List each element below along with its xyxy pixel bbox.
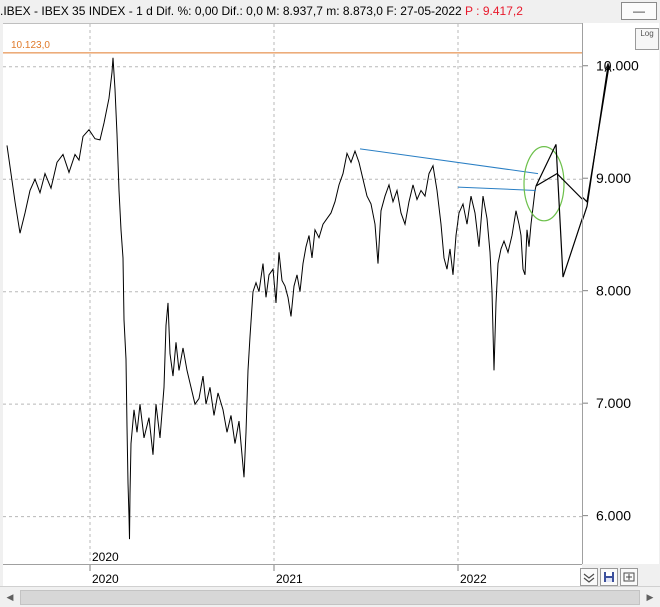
save-icon	[604, 572, 614, 582]
expand-icon	[623, 572, 635, 582]
auto-scale-button[interactable]	[580, 568, 598, 586]
date: F: 27-05-2022	[386, 4, 462, 18]
projection-line-1	[535, 66, 608, 278]
minimize-button[interactable]: —	[621, 2, 657, 20]
max-value: M: 8.937,7	[266, 4, 323, 18]
y-tick-label-7.000: 7.000	[596, 395, 631, 411]
dif: Dif.: 0,0	[221, 4, 263, 18]
symbol: .IBEX	[0, 4, 31, 18]
x-marker-label: 2020	[92, 550, 119, 564]
projection-line-2	[535, 66, 609, 205]
trend-line-2	[457, 186, 537, 191]
x-tick-label-2021: 2021	[276, 572, 303, 586]
y-tick-label-8.000: 8.000	[596, 283, 631, 299]
expand-button[interactable]	[620, 568, 638, 586]
horizontal-scrollbar[interactable]: ◀ ▶	[0, 586, 660, 607]
chevrons-icon	[583, 573, 595, 583]
highlight-circle	[523, 145, 565, 222]
log-scale-button[interactable]: Log	[635, 28, 659, 50]
scroll-right-icon[interactable]: ▶	[646, 592, 654, 602]
save-button[interactable]	[600, 568, 618, 586]
price-chart: 10.123,0 2020	[3, 24, 609, 565]
x-tick-label-2020: 2020	[92, 572, 119, 586]
x-axis-labels: 2020 2021 2022	[89, 565, 487, 586]
projection-arrow-icon	[604, 62, 612, 72]
plot-area[interactable]: 10.123,0 2020	[3, 23, 609, 565]
dif-pct: Dif. %: 0,00	[156, 4, 219, 18]
trend-line-1	[359, 148, 539, 175]
chart-header: .IBEX - IBEX 35 INDEX - 1 d Dif. %: 0,00…	[0, 4, 523, 18]
y-axis-labels: 6.000 7.000 8.000 9.000 10.000	[536, 58, 639, 524]
last-price: P : 9.417,2	[465, 4, 523, 18]
y-tick-label-10.000: 10.000	[596, 58, 639, 74]
period: 1 d	[136, 4, 153, 18]
resistance-label: 10.123,0	[11, 40, 50, 51]
y-axis[interactable]: 6.000 7.000 8.000 9.000 10.000	[536, 23, 659, 564]
y-tick-label-6.000: 6.000	[596, 508, 631, 524]
x-axis[interactable]: 2020 2021 2022	[3, 564, 582, 587]
instrument-name: IBEX 35 INDEX	[41, 4, 126, 18]
price-series-line	[6, 57, 537, 540]
y-tick-label-9.000: 9.000	[596, 170, 631, 186]
scroll-left-icon[interactable]: ◀	[6, 592, 14, 602]
scrollbar-thumb[interactable]	[20, 590, 640, 605]
x-tick-label-2022: 2022	[460, 572, 487, 586]
bottom-toolbar	[578, 568, 658, 586]
min-value: m: 8.873,0	[326, 4, 383, 18]
